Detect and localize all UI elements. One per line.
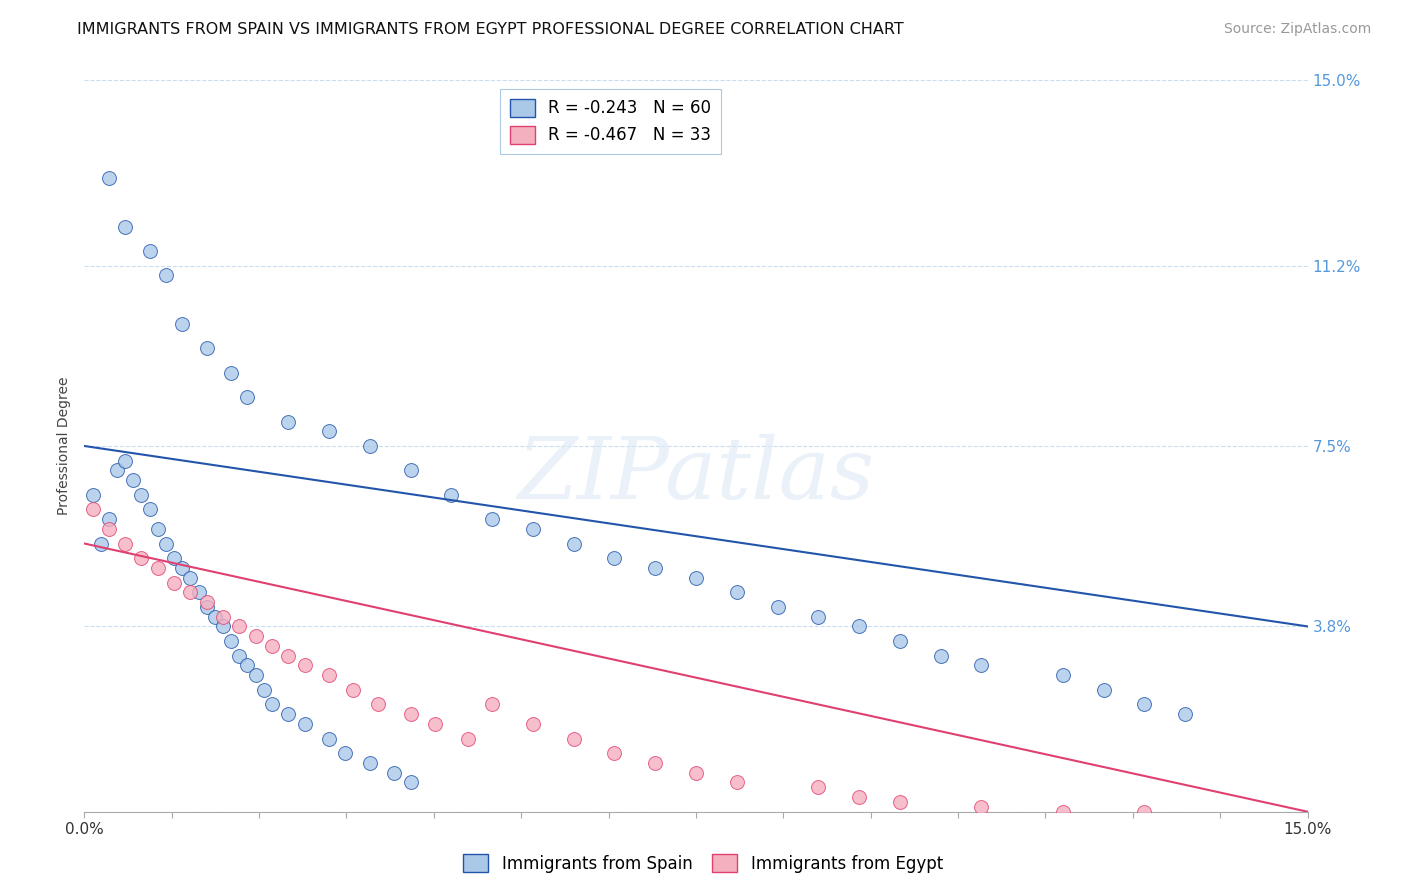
Point [399,775,422,789]
Point [253,682,276,697]
Point [195,595,218,609]
Point [1052,668,1074,682]
Text: ZIPatlas: ZIPatlas [517,434,875,516]
Point [204,609,226,624]
Point [889,634,911,648]
Point [342,682,364,697]
Point [481,698,503,712]
Point [522,522,544,536]
Point [766,599,789,614]
Point [236,390,259,404]
Point [146,561,169,575]
Point [82,502,104,516]
Point [318,425,340,439]
Point [97,170,120,185]
Point [603,746,626,760]
Point [146,522,169,536]
Point [212,609,235,624]
Point [562,731,585,746]
Point [889,795,911,809]
Point [138,502,160,516]
Point [367,698,389,712]
Point [562,536,585,550]
Legend: Immigrants from Spain, Immigrants from Egypt: Immigrants from Spain, Immigrants from E… [457,847,949,880]
Point [219,634,242,648]
Point [195,342,218,356]
Point [685,571,707,585]
Point [522,717,544,731]
Point [228,648,250,663]
Point [970,800,993,814]
Point [179,585,201,599]
Point [277,415,299,429]
Point [172,317,194,331]
Point [644,561,666,575]
Point [245,668,267,682]
Point [929,648,952,663]
Point [179,571,201,585]
Point [212,619,235,633]
Point [970,658,993,673]
Y-axis label: Professional Degree: Professional Degree [58,376,72,516]
Point [155,536,177,550]
Point [359,756,381,770]
Point [359,439,381,453]
Point [294,658,316,673]
Point [114,453,136,467]
Point [105,463,128,477]
Point [131,551,153,566]
Point [1092,682,1115,697]
Point [294,717,316,731]
Point [382,765,405,780]
Point [277,648,299,663]
Point [138,244,160,258]
Point [1174,707,1197,722]
Point [603,551,626,566]
Point [155,268,177,283]
Point [399,463,422,477]
Point [187,585,209,599]
Point [97,522,120,536]
Point [163,551,186,566]
Text: Source: ZipAtlas.com: Source: ZipAtlas.com [1223,22,1371,37]
Point [260,698,283,712]
Point [725,585,748,599]
Point [335,746,357,760]
Point [97,512,120,526]
Point [807,780,830,795]
Point [457,731,479,746]
Legend: R = -0.243   N = 60, R = -0.467   N = 33: R = -0.243 N = 60, R = -0.467 N = 33 [499,88,721,154]
Point [399,707,422,722]
Point [195,599,218,614]
Text: IMMIGRANTS FROM SPAIN VS IMMIGRANTS FROM EGYPT PROFESSIONAL DEGREE CORRELATION C: IMMIGRANTS FROM SPAIN VS IMMIGRANTS FROM… [77,22,904,37]
Point [685,765,707,780]
Point [1052,805,1074,819]
Point [807,609,830,624]
Point [82,488,104,502]
Point [1133,805,1156,819]
Point [131,488,153,502]
Point [318,668,340,682]
Point [318,731,340,746]
Point [848,619,870,633]
Point [481,512,503,526]
Point [114,219,136,234]
Point [277,707,299,722]
Point [236,658,259,673]
Point [122,473,145,487]
Point [228,619,250,633]
Point [245,629,267,643]
Point [219,366,242,380]
Point [114,536,136,550]
Point [172,561,194,575]
Point [440,488,463,502]
Point [1133,698,1156,712]
Point [644,756,666,770]
Point [423,717,446,731]
Point [163,575,186,590]
Point [725,775,748,789]
Point [90,536,112,550]
Point [260,639,283,653]
Point [848,790,870,805]
